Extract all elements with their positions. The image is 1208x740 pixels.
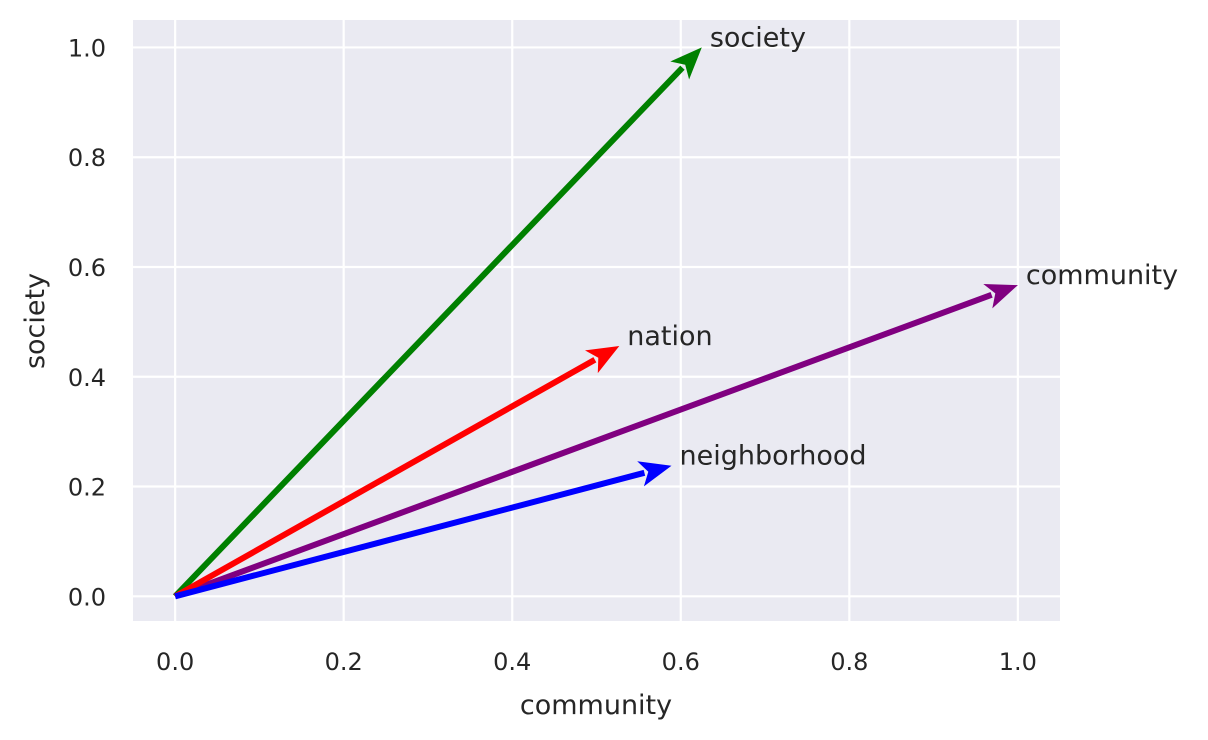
y-tick-label: 0.8 <box>68 144 106 172</box>
vector-label-community: community <box>1026 260 1178 291</box>
vector-arrowhead <box>983 284 1018 309</box>
x-tick-label: 1.0 <box>999 648 1037 676</box>
x-tick-label: 0.2 <box>325 648 363 676</box>
vector-shaft <box>173 357 597 599</box>
y-tick-label: 0.2 <box>68 474 106 502</box>
vector-arrowhead <box>585 346 620 374</box>
vector-neighborhood: neighborhood <box>174 441 867 600</box>
x-tick-labels: 0.0 0.2 0.4 0.6 0.8 1.0 <box>156 648 1037 676</box>
x-tick-label: 0.8 <box>830 648 868 676</box>
vector-label-society: society <box>710 22 806 53</box>
x-tick-label: 0.0 <box>156 648 194 676</box>
y-tick-label: 0.0 <box>68 583 106 611</box>
y-tick-label: 1.0 <box>68 34 106 62</box>
y-tick-labels: 0.0 0.2 0.4 0.6 0.8 1.0 <box>68 34 106 611</box>
vector-arrowhead <box>670 47 702 80</box>
vector-label-nation: nation <box>627 321 712 352</box>
plot-background <box>133 20 1060 621</box>
vector-nation: nation <box>173 321 713 599</box>
y-axis-label: society <box>20 273 51 369</box>
vector-shaft <box>174 469 646 600</box>
vector-community: community <box>174 260 1178 600</box>
y-tick-label: 0.4 <box>68 364 106 392</box>
x-axis-label: community <box>520 690 672 721</box>
vector-label-neighborhood: neighborhood <box>680 441 867 472</box>
vector-shaft <box>172 65 685 599</box>
y-tick-label: 0.6 <box>68 254 106 282</box>
vector-society: society <box>172 22 806 599</box>
vector-arrows: community society nation neighborhood <box>172 22 1178 600</box>
vector-arrowhead <box>637 461 672 487</box>
x-tick-label: 0.6 <box>662 648 700 676</box>
x-tick-label: 0.4 <box>493 648 531 676</box>
vector-shaft <box>174 291 993 600</box>
